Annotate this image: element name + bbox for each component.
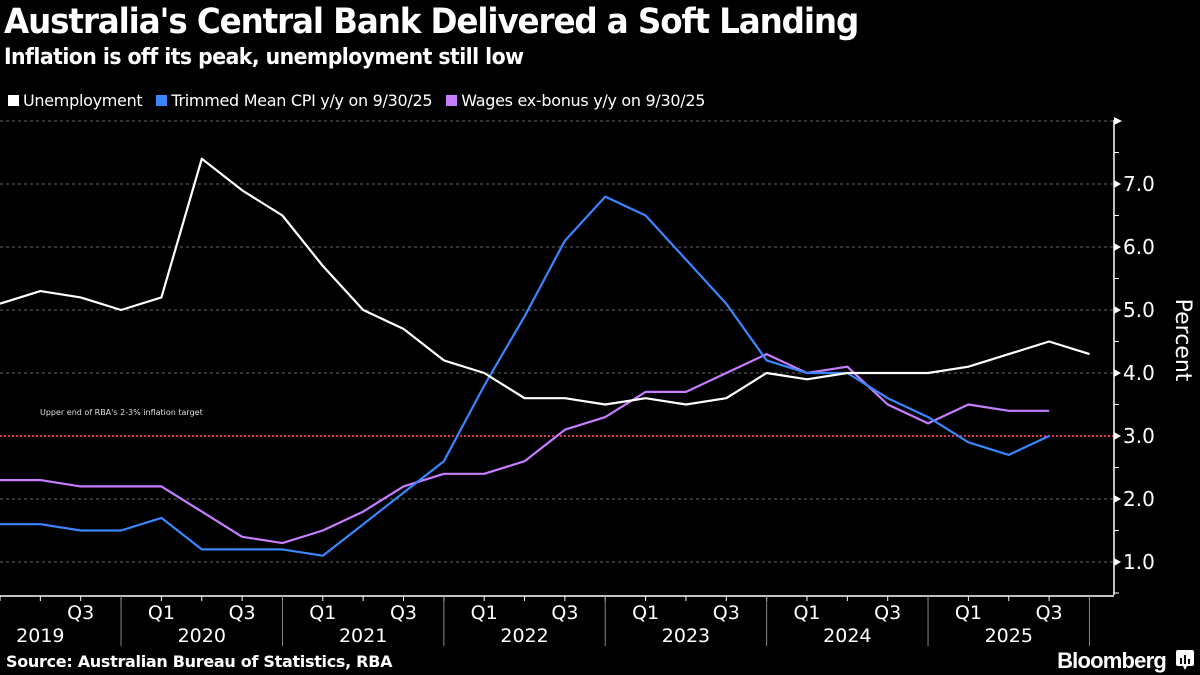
y-tick-label: 5.0: [1123, 298, 1155, 322]
bloomberg-logo: Bloomberg: [1057, 648, 1167, 673]
legend: Unemployment Trimmed Mean CPI y/y on 9/3…: [8, 91, 705, 110]
gridlines: [0, 120, 1114, 563]
series-lines: [0, 157, 1090, 557]
x-quarter-label: Q1: [793, 602, 820, 624]
x-quarter-label: Q3: [390, 602, 417, 624]
y-tick-marker: [1114, 432, 1121, 440]
source-note: Source: Australian Bureau of Statistics,…: [6, 652, 393, 671]
chart-subtitle: Inflation is off its peak, unemployment …: [4, 45, 524, 70]
y-tick-label: 6.0: [1123, 235, 1155, 259]
y-tick-marker: [1114, 558, 1121, 566]
x-quarter-label: Q3: [713, 602, 740, 624]
y-tick-label: 4.0: [1123, 361, 1155, 385]
x-year-label: 2023: [662, 625, 710, 647]
unemployment-line: [0, 157, 1090, 406]
x-quarter-label: Q3: [874, 602, 901, 624]
legend-item-unemployment: Unemployment: [8, 91, 143, 110]
legend-label-unemployment: Unemployment: [23, 91, 143, 110]
y-tick-label: 1.0: [1123, 550, 1155, 574]
x-quarter-label: Q1: [955, 602, 982, 624]
legend-swatch-cpi: [156, 95, 168, 106]
x-year-label: 2025: [985, 625, 1033, 647]
x-quarter-label: Q3: [67, 602, 94, 624]
legend-item-wages: Wages ex-bonus y/y on 9/30/25: [446, 91, 705, 110]
reference-line-label: Upper end of RBA's 2-3% inflation target: [40, 408, 203, 417]
legend-label-wages: Wages ex-bonus y/y on 9/30/25: [461, 91, 706, 110]
x-year-label: 2020: [178, 625, 226, 647]
x-year-label: 2019: [16, 625, 64, 647]
y-tick-label: 7.0: [1123, 172, 1155, 196]
y-tick-marker: [1114, 180, 1121, 188]
legend-swatch-unemployment: [8, 95, 19, 106]
y-tick-marker: [1114, 306, 1121, 314]
x-quarter-label: Q1: [309, 602, 336, 624]
x-quarter-label: Q1: [632, 602, 659, 624]
x-quarter-label: Q1: [471, 602, 498, 624]
x-quarter-label: Q3: [1036, 602, 1063, 624]
legend-swatch-wages: [446, 95, 458, 106]
y-tick-marker: [1114, 369, 1121, 377]
x-year-label: 2022: [500, 625, 548, 647]
trimmed-mean-cpi-line: [0, 195, 1050, 557]
wages-ex-bonus-line: [0, 353, 1050, 545]
y-tick-label: 3.0: [1123, 424, 1155, 448]
chart-title: Australia's Central Bank Delivered a Sof…: [4, 2, 859, 42]
x-quarter-label: Q1: [148, 602, 175, 624]
x-year-label: 2024: [823, 625, 871, 647]
y-tick-marker: [1114, 495, 1121, 503]
y-axis-title: Percent: [1170, 299, 1195, 382]
y-axis: Percent 1.0 2.0 3.0 4.0 5.0 6.0 7.0: [1113, 117, 1195, 595]
y-axis-arrow: [1114, 117, 1122, 125]
bloomberg-chart-icon: [1176, 650, 1194, 670]
legend-item-cpi: Trimmed Mean CPI y/y on 9/30/25: [156, 91, 433, 110]
x-quarter-label: Q3: [551, 602, 578, 624]
x-year-label: 2021: [339, 625, 387, 647]
reference-line-group: Upper end of RBA's 2-3% inflation target: [0, 408, 1114, 437]
x-quarter-label: Q3: [229, 602, 256, 624]
y-tick-label: 2.0: [1123, 487, 1155, 511]
y-tick-marker: [1114, 243, 1121, 251]
legend-label-cpi: Trimmed Mean CPI y/y on 9/30/25: [171, 91, 433, 110]
